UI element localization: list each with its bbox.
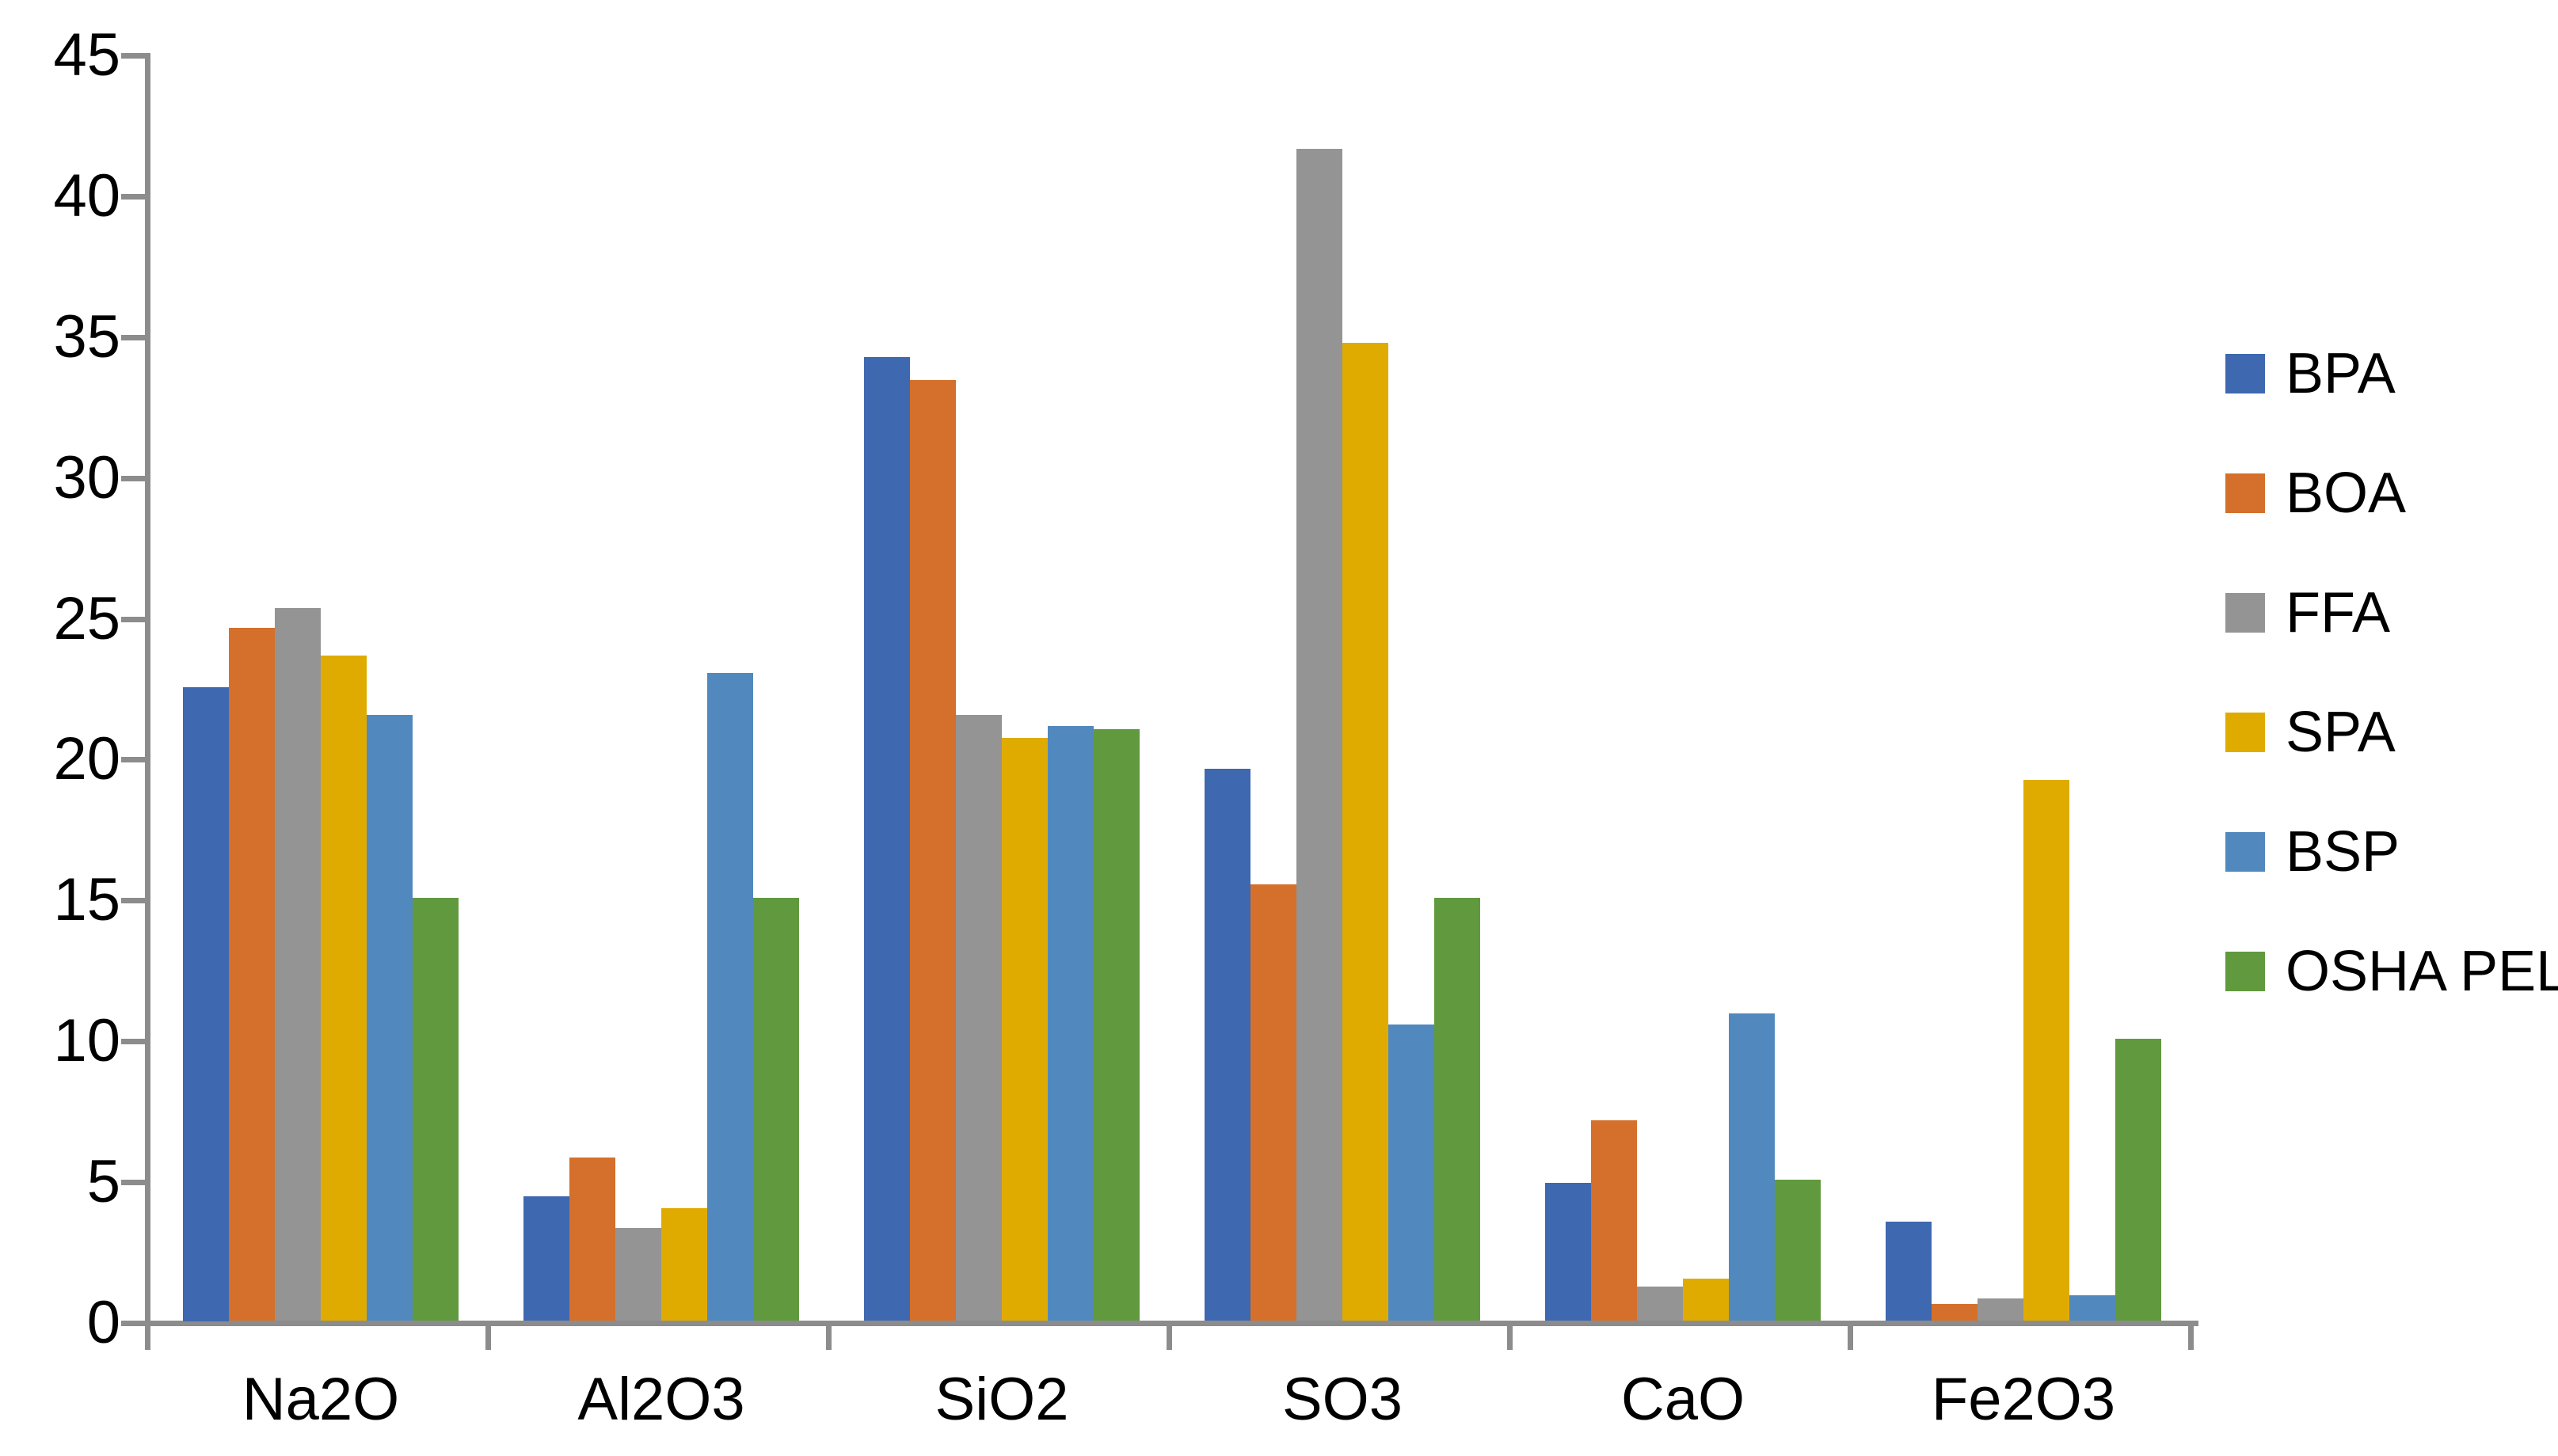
bar-BSP-Fe2O3 bbox=[2069, 1295, 2115, 1321]
bar-SPA-SiO2 bbox=[1002, 738, 1048, 1321]
y-tick-label-25: 25 bbox=[53, 585, 120, 652]
bar-SPA-Fe2O3 bbox=[2023, 780, 2069, 1321]
legend-item-BSP: BSP bbox=[2225, 823, 2400, 881]
bar-FFA-Na2O bbox=[275, 608, 321, 1321]
x-category-label-Fe2O3: Fe2O3 bbox=[1931, 1366, 2116, 1433]
y-tick-20 bbox=[121, 757, 145, 762]
bar-BOA-Na2O bbox=[229, 628, 275, 1321]
y-tick-label-15: 15 bbox=[53, 866, 120, 933]
y-tick-10 bbox=[121, 1039, 145, 1044]
y-tick-15 bbox=[121, 898, 145, 903]
y-tick-label-40: 40 bbox=[53, 162, 120, 230]
y-tick-45 bbox=[121, 53, 145, 59]
y-tick-label-0: 0 bbox=[86, 1289, 120, 1356]
bar-BSP-SiO2 bbox=[1048, 726, 1094, 1321]
bar-SPA-Al2O3 bbox=[661, 1208, 707, 1321]
y-tick-25 bbox=[121, 617, 145, 622]
legend-label-BPA: BPA bbox=[2286, 342, 2396, 405]
bar-FFA-SO3 bbox=[1296, 149, 1342, 1321]
y-axis-line bbox=[145, 53, 150, 1326]
bar-FFA-Al2O3 bbox=[615, 1228, 661, 1321]
bar-BSP-Na2O bbox=[367, 715, 413, 1321]
legend-swatch-SPA bbox=[2225, 713, 2265, 752]
bar-OSHA-PEL-CaO bbox=[1775, 1180, 1821, 1321]
legend-swatch-FFA bbox=[2225, 593, 2265, 633]
x-tick-6 bbox=[2188, 1326, 2194, 1350]
x-tick-3 bbox=[1167, 1326, 1172, 1350]
legend-label-BSP: BSP bbox=[2286, 820, 2400, 884]
y-tick-label-35: 35 bbox=[53, 303, 120, 371]
y-tick-35 bbox=[121, 335, 145, 340]
bar-BOA-SO3 bbox=[1250, 884, 1296, 1321]
legend-swatch-BSP bbox=[2225, 832, 2265, 872]
bar-OSHA-PEL-SO3 bbox=[1434, 898, 1480, 1321]
bar-BPA-CaO bbox=[1545, 1183, 1591, 1321]
y-tick-label-30: 30 bbox=[53, 444, 120, 511]
bar-FFA-Fe2O3 bbox=[1978, 1298, 2023, 1321]
bar-BOA-SiO2 bbox=[910, 380, 956, 1321]
y-tick-0 bbox=[121, 1321, 145, 1326]
legend-label-FFA: FFA bbox=[2286, 581, 2391, 644]
bar-FFA-SiO2 bbox=[956, 715, 1002, 1321]
bar-BPA-SiO2 bbox=[864, 357, 910, 1321]
legend-swatch-OSHA-PEL bbox=[2225, 952, 2265, 991]
legend-swatch-BPA bbox=[2225, 354, 2265, 393]
bar-FFA-CaO bbox=[1637, 1287, 1683, 1321]
x-tick-0 bbox=[145, 1326, 150, 1350]
legend-item-SPA: SPA bbox=[2225, 703, 2396, 762]
y-tick-label-10: 10 bbox=[53, 1007, 120, 1074]
bar-SPA-CaO bbox=[1683, 1279, 1729, 1321]
y-tick-label-45: 45 bbox=[53, 21, 120, 89]
bar-BSP-SO3 bbox=[1388, 1025, 1434, 1321]
x-axis-line bbox=[128, 1321, 2198, 1326]
bar-BOA-Fe2O3 bbox=[1932, 1304, 1978, 1321]
x-category-label-CaO: CaO bbox=[1620, 1366, 1745, 1433]
bar-OSHA-PEL-Al2O3 bbox=[753, 898, 799, 1321]
y-tick-40 bbox=[121, 194, 145, 200]
legend-item-BPA: BPA bbox=[2225, 344, 2396, 403]
x-category-label-Na2O: Na2O bbox=[242, 1366, 400, 1433]
bar-BSP-CaO bbox=[1729, 1013, 1775, 1321]
bar-SPA-Na2O bbox=[321, 656, 367, 1321]
legend-item-BOA: BOA bbox=[2225, 464, 2406, 523]
bar-OSHA-PEL-Fe2O3 bbox=[2115, 1039, 2161, 1321]
bar-BPA-Na2O bbox=[183, 687, 229, 1321]
bar-OSHA-PEL-SiO2 bbox=[1094, 729, 1140, 1321]
x-category-label-SO3: SO3 bbox=[1281, 1366, 1403, 1433]
x-category-label-Al2O3: Al2O3 bbox=[577, 1366, 745, 1433]
x-category-label-SiO2: SiO2 bbox=[935, 1366, 1069, 1433]
y-tick-label-20: 20 bbox=[53, 725, 120, 793]
legend-label-SPA: SPA bbox=[2286, 701, 2396, 764]
bar-SPA-SO3 bbox=[1342, 343, 1388, 1321]
bar-OSHA-PEL-Na2O bbox=[413, 898, 459, 1321]
x-tick-5 bbox=[1848, 1326, 1853, 1350]
bar-BPA-Al2O3 bbox=[523, 1196, 569, 1321]
bar-BPA-SO3 bbox=[1205, 769, 1250, 1321]
y-tick-5 bbox=[121, 1180, 145, 1185]
legend-label-BOA: BOA bbox=[2286, 462, 2407, 525]
legend-item-OSHA-PEL: OSHA PEL bbox=[2225, 942, 2558, 1001]
legend-label-OSHA-PEL: OSHA PEL bbox=[2286, 940, 2558, 1003]
y-tick-30 bbox=[121, 476, 145, 481]
bar-BPA-Fe2O3 bbox=[1886, 1222, 1932, 1321]
bar-BOA-CaO bbox=[1591, 1120, 1637, 1321]
x-tick-4 bbox=[1507, 1326, 1513, 1350]
x-tick-1 bbox=[485, 1326, 491, 1350]
bar-BOA-Al2O3 bbox=[569, 1158, 615, 1321]
bar-BSP-Al2O3 bbox=[707, 673, 753, 1321]
y-tick-label-5: 5 bbox=[86, 1148, 120, 1215]
legend-swatch-BOA bbox=[2225, 473, 2265, 513]
x-tick-2 bbox=[826, 1326, 832, 1350]
legend-item-FFA: FFA bbox=[2225, 584, 2390, 642]
